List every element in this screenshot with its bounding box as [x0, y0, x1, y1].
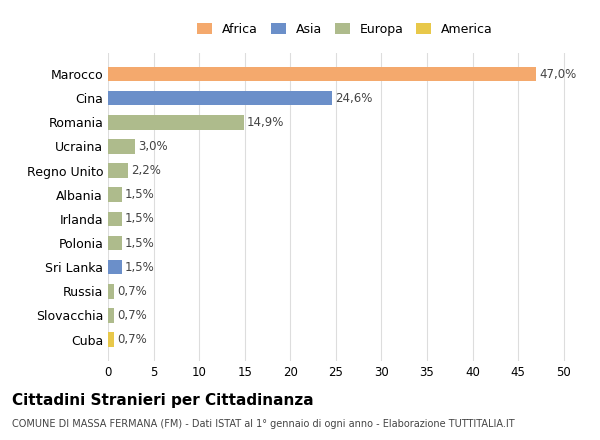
- Text: 14,9%: 14,9%: [247, 116, 284, 129]
- Bar: [108, 308, 115, 323]
- Text: 0,7%: 0,7%: [117, 309, 147, 322]
- Text: 1,5%: 1,5%: [124, 260, 154, 274]
- Text: 47,0%: 47,0%: [539, 68, 577, 81]
- Text: 0,7%: 0,7%: [117, 285, 147, 298]
- Bar: [108, 236, 122, 250]
- Text: 1,5%: 1,5%: [124, 188, 154, 201]
- Bar: [108, 187, 122, 202]
- Bar: [108, 332, 115, 347]
- Text: 1,5%: 1,5%: [124, 237, 154, 249]
- Bar: [108, 260, 122, 275]
- Text: 24,6%: 24,6%: [335, 92, 373, 105]
- Bar: [108, 212, 122, 226]
- Text: 0,7%: 0,7%: [117, 333, 147, 346]
- Bar: [108, 139, 136, 154]
- Legend: Africa, Asia, Europa, America: Africa, Asia, Europa, America: [194, 19, 496, 40]
- Bar: [108, 91, 332, 106]
- Text: 2,2%: 2,2%: [131, 164, 161, 177]
- Text: COMUNE DI MASSA FERMANA (FM) - Dati ISTAT al 1° gennaio di ogni anno - Elaborazi: COMUNE DI MASSA FERMANA (FM) - Dati ISTA…: [12, 419, 515, 429]
- Bar: [108, 67, 536, 81]
- Text: 1,5%: 1,5%: [124, 213, 154, 225]
- Text: Cittadini Stranieri per Cittadinanza: Cittadini Stranieri per Cittadinanza: [12, 393, 314, 408]
- Bar: [108, 163, 128, 178]
- Bar: [108, 284, 115, 298]
- Text: 3,0%: 3,0%: [138, 140, 168, 153]
- Bar: [108, 115, 244, 129]
